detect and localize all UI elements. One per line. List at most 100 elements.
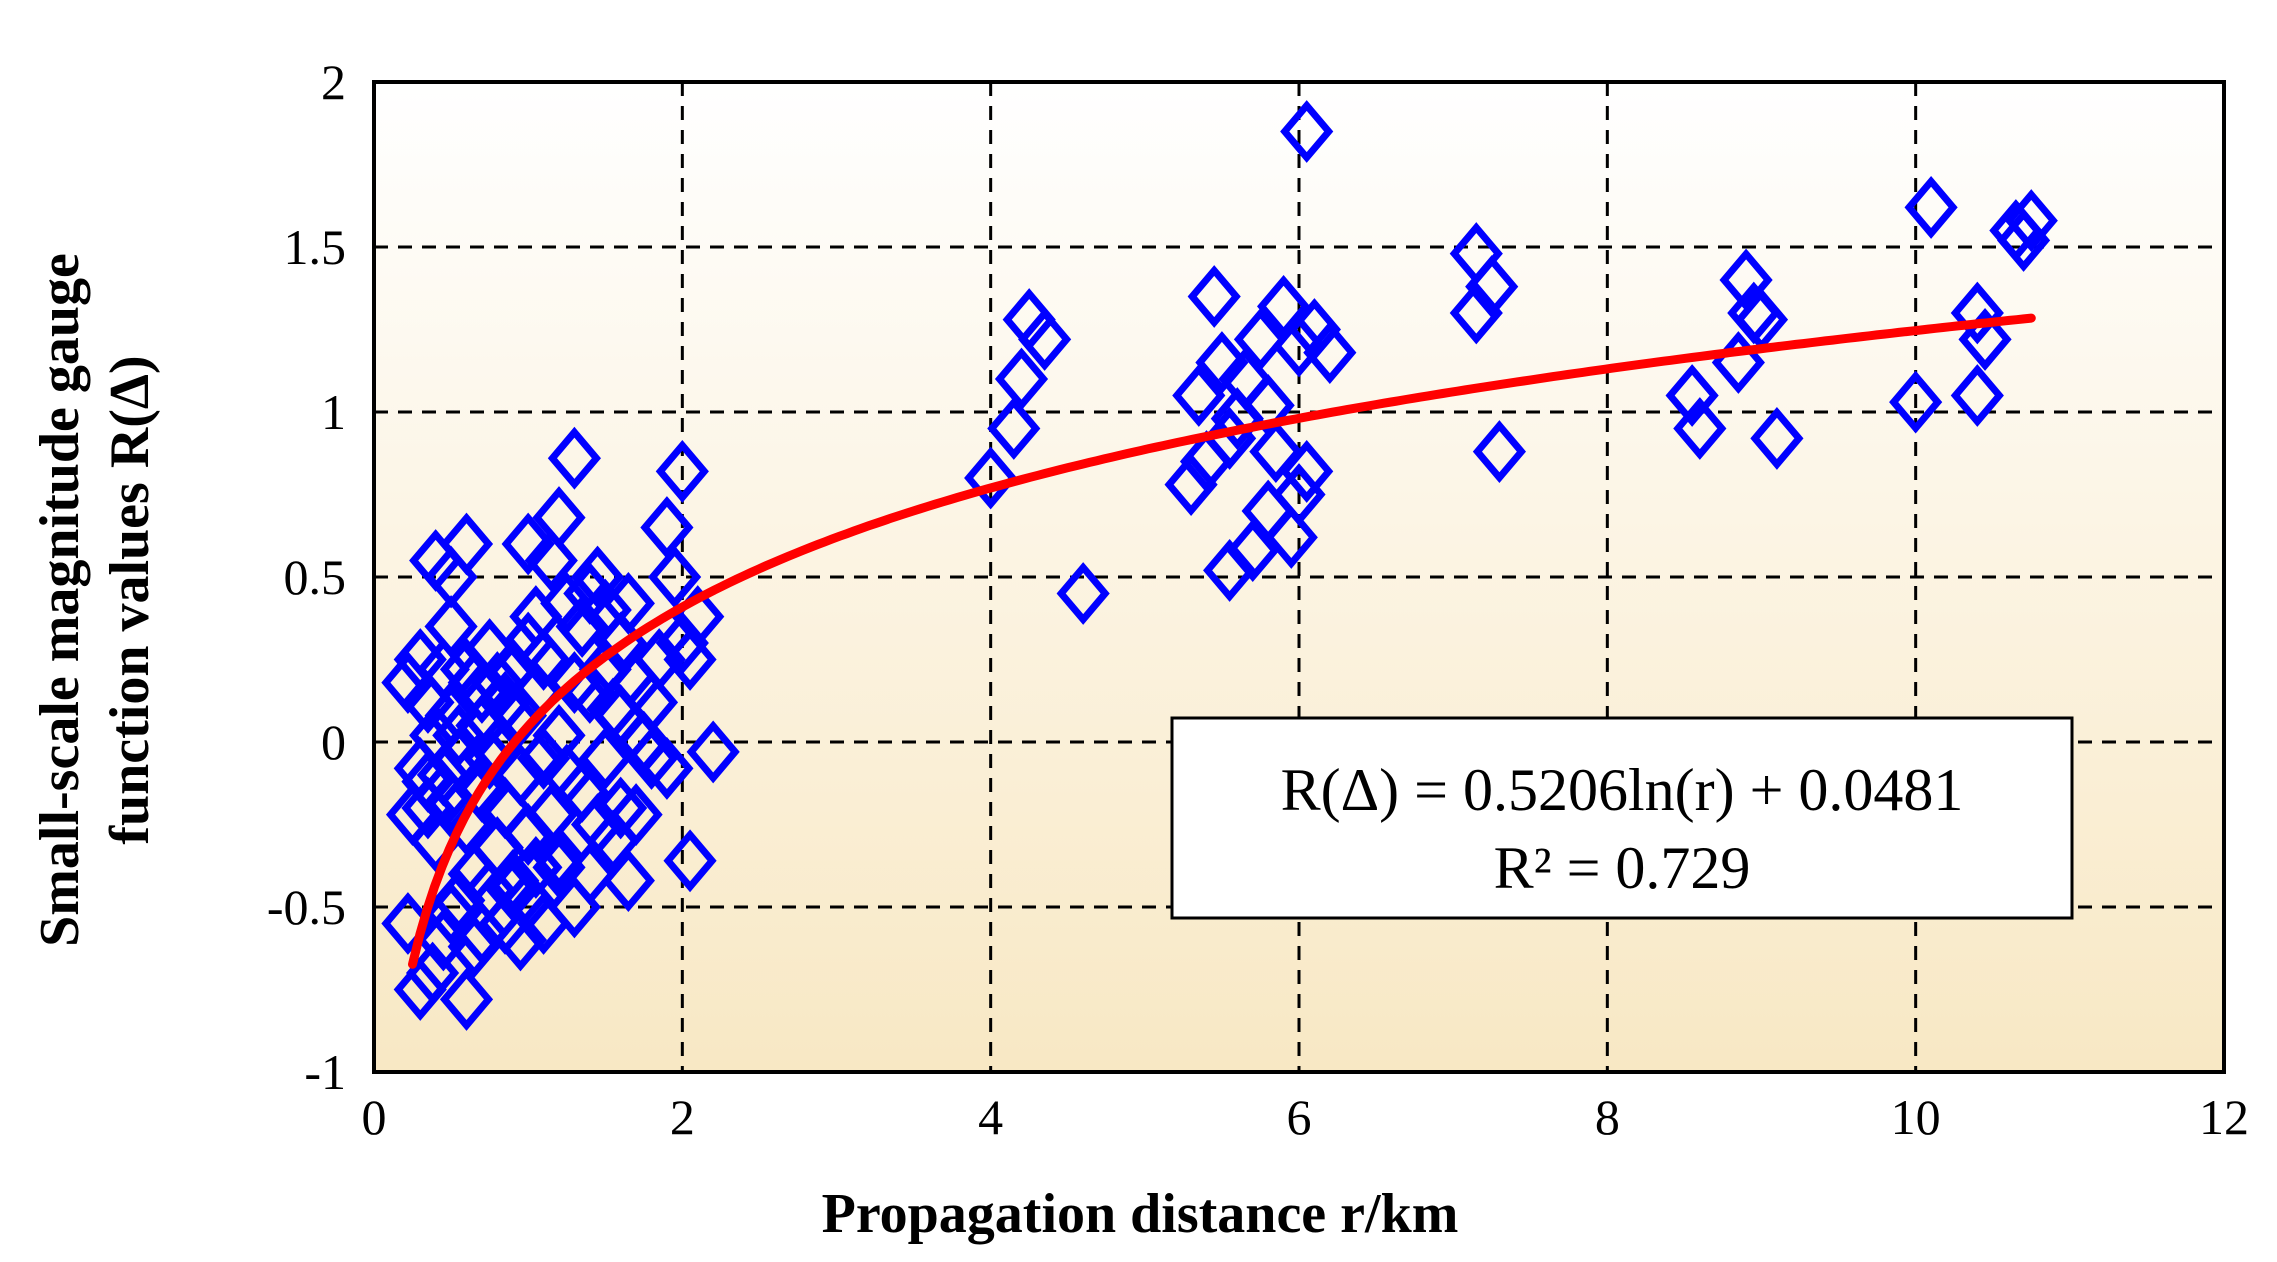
x-axis-title: Propagation distance r/km	[822, 1183, 1459, 1245]
data-point	[1472, 420, 1527, 484]
data-point	[1449, 281, 1503, 345]
x-tick-label: 12	[2199, 1089, 2249, 1145]
equation-box-frame	[1170, 716, 2074, 920]
data-point	[655, 611, 709, 675]
data-point	[570, 545, 625, 609]
x-tick-label: 6	[1287, 1089, 1312, 1145]
data-point	[1272, 314, 1326, 378]
y-tick-label: -0.5	[267, 879, 346, 935]
data-point	[609, 783, 663, 847]
data-point	[601, 849, 655, 913]
y-tick-label: -1	[304, 1044, 346, 1100]
equation-box: R(Δ) = 0.5206ln(r) + 0.0481 R² = 0.729	[1170, 716, 2074, 920]
data-point	[1172, 364, 1226, 427]
data-point	[1673, 397, 1727, 460]
data-point	[1018, 307, 1072, 371]
y-axis-title-line1: Small-scale magnitude gauge	[29, 253, 91, 947]
data-point	[640, 496, 694, 559]
data-point	[393, 958, 447, 1021]
data-point	[1195, 331, 1249, 394]
data-point	[1226, 519, 1280, 583]
data-point	[532, 826, 586, 889]
data-point	[493, 908, 548, 972]
data-point	[432, 703, 486, 767]
data-point	[648, 545, 702, 609]
y-tick-label: 2	[321, 54, 346, 110]
data-point	[532, 486, 586, 550]
y-axis-title: Small-scale magnitude gauge function val…	[29, 253, 161, 947]
data-point	[1280, 439, 1334, 503]
x-tick-label: 4	[978, 1089, 1003, 1145]
data-point	[1996, 208, 2051, 272]
data-point	[578, 727, 632, 790]
data-point	[994, 347, 1049, 411]
data-point	[516, 892, 571, 955]
data-point	[416, 743, 470, 807]
x-tick-label: 8	[1595, 1089, 1620, 1145]
data-point	[401, 750, 455, 814]
data-point	[1665, 364, 1719, 427]
data-point	[455, 760, 509, 823]
data-point	[1889, 370, 1943, 434]
data-point	[1950, 364, 2004, 427]
x-axis-ticks: 0 2 4 6 8 10 12	[362, 1089, 2250, 1145]
data-point	[432, 868, 486, 932]
data-point	[640, 736, 694, 800]
data-point	[509, 585, 563, 649]
data-point	[1958, 307, 2012, 371]
y-tick-label: 0.5	[284, 549, 347, 605]
data-point	[1241, 373, 1295, 437]
data-point	[424, 684, 478, 748]
data-point	[1904, 175, 1958, 239]
data-point	[594, 776, 648, 840]
y-axis-ticks: -1 -0.5 0 0.5 1 1.5 2	[267, 54, 346, 1100]
data-point	[655, 439, 709, 503]
data-point	[1950, 281, 2004, 345]
data-point	[2004, 189, 2058, 253]
data-point	[516, 628, 571, 691]
equation-text: R(Δ) = 0.5206ln(r) + 0.0481	[1281, 757, 1964, 823]
data-point	[1187, 265, 1241, 328]
data-point	[987, 397, 1041, 460]
data-point	[439, 512, 494, 576]
data-point	[501, 512, 555, 576]
data-point	[1264, 505, 1318, 569]
data-point	[1056, 562, 1110, 625]
x-tick-label: 0	[362, 1089, 387, 1145]
data-point	[663, 829, 717, 893]
data-point	[624, 727, 679, 790]
data-point	[1256, 274, 1311, 338]
data-point	[1280, 100, 1334, 163]
data-point	[663, 628, 717, 691]
data-point	[424, 595, 478, 658]
data-point	[455, 901, 509, 965]
data-point	[547, 426, 602, 490]
y-tick-label: 1	[321, 384, 346, 440]
fit-curve	[408, 313, 2036, 969]
data-point	[1249, 420, 1303, 484]
y-axis-title-line2: function values R(Δ)	[99, 355, 161, 844]
data-point	[594, 684, 648, 748]
data-point	[439, 967, 494, 1031]
data-point	[555, 595, 609, 658]
data-point	[1303, 321, 1357, 385]
data-point	[532, 835, 586, 899]
data-point	[1750, 406, 1804, 470]
data-point	[964, 446, 1018, 510]
y-tick-label: 0	[321, 714, 346, 770]
plot-frame	[372, 80, 2226, 1074]
data-point	[1233, 307, 1288, 371]
y-tick-label: 1.5	[284, 219, 347, 275]
x-tick-label: 10	[1891, 1089, 1941, 1145]
data-point	[470, 651, 524, 715]
data-point	[686, 720, 740, 784]
data-point	[1164, 453, 1218, 517]
data-point	[509, 835, 563, 899]
data-point	[1719, 248, 1773, 312]
data-point	[532, 703, 586, 767]
data-point	[516, 727, 571, 790]
x-tick-label: 2	[670, 1089, 695, 1145]
data-point	[455, 661, 509, 724]
data-point	[524, 529, 578, 592]
